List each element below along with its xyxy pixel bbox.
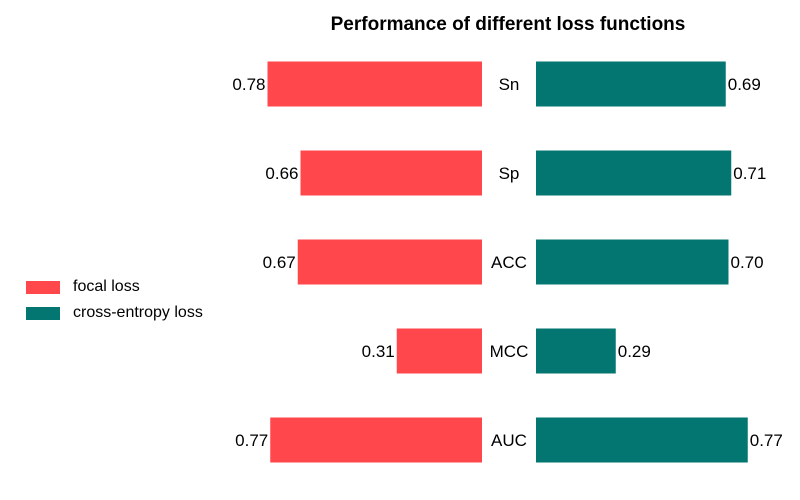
bar-cross-entropy-loss-sp [536,150,732,196]
bar-focal-loss-acc [297,239,482,285]
data-label-focal-loss-mcc: 0.31 [362,342,395,361]
data-label-focal-loss-acc: 0.67 [263,253,296,272]
bar-cross-entropy-loss-auc [536,417,748,463]
data-label-focal-loss-auc: 0.77 [235,431,268,450]
data-label-cross-entropy-loss-auc: 0.77 [750,431,783,450]
bar-focal-loss-mcc [396,328,482,374]
category-label-acc: ACC [491,253,527,272]
category-label-auc: AUC [491,431,527,450]
category-label-mcc: MCC [490,342,529,361]
legend-label-focal-loss: focal loss [73,278,140,295]
data-label-cross-entropy-loss-acc: 0.70 [731,253,764,272]
category-label-sn: Sn [499,75,520,94]
data-label-cross-entropy-loss-mcc: 0.29 [618,342,651,361]
legend-swatch-cross-entropy-loss [26,306,60,320]
bar-cross-entropy-loss-acc [536,239,729,285]
bar-cross-entropy-loss-sn [536,61,726,107]
data-label-focal-loss-sp: 0.66 [265,164,298,183]
data-label-cross-entropy-loss-sp: 0.71 [733,164,766,183]
legend-item-focal-loss: focal loss [26,274,203,300]
category-label-sp: Sp [499,164,520,183]
bar-focal-loss-auc [270,417,482,463]
legend-swatch-focal-loss [26,280,60,294]
bar-focal-loss-sp [300,150,482,196]
data-label-focal-loss-sn: 0.78 [232,75,265,94]
chart-title: Performance of different loss functions [330,14,686,35]
legend-item-cross-entropy-loss: cross-entropy loss [26,300,203,326]
bar-cross-entropy-loss-mcc [536,328,616,374]
legend-label-cross-entropy-loss: cross-entropy loss [73,304,203,321]
bar-focal-loss-sn [267,61,482,107]
legend: focal loss cross-entropy loss [26,274,203,326]
data-label-cross-entropy-loss-sn: 0.69 [728,75,761,94]
